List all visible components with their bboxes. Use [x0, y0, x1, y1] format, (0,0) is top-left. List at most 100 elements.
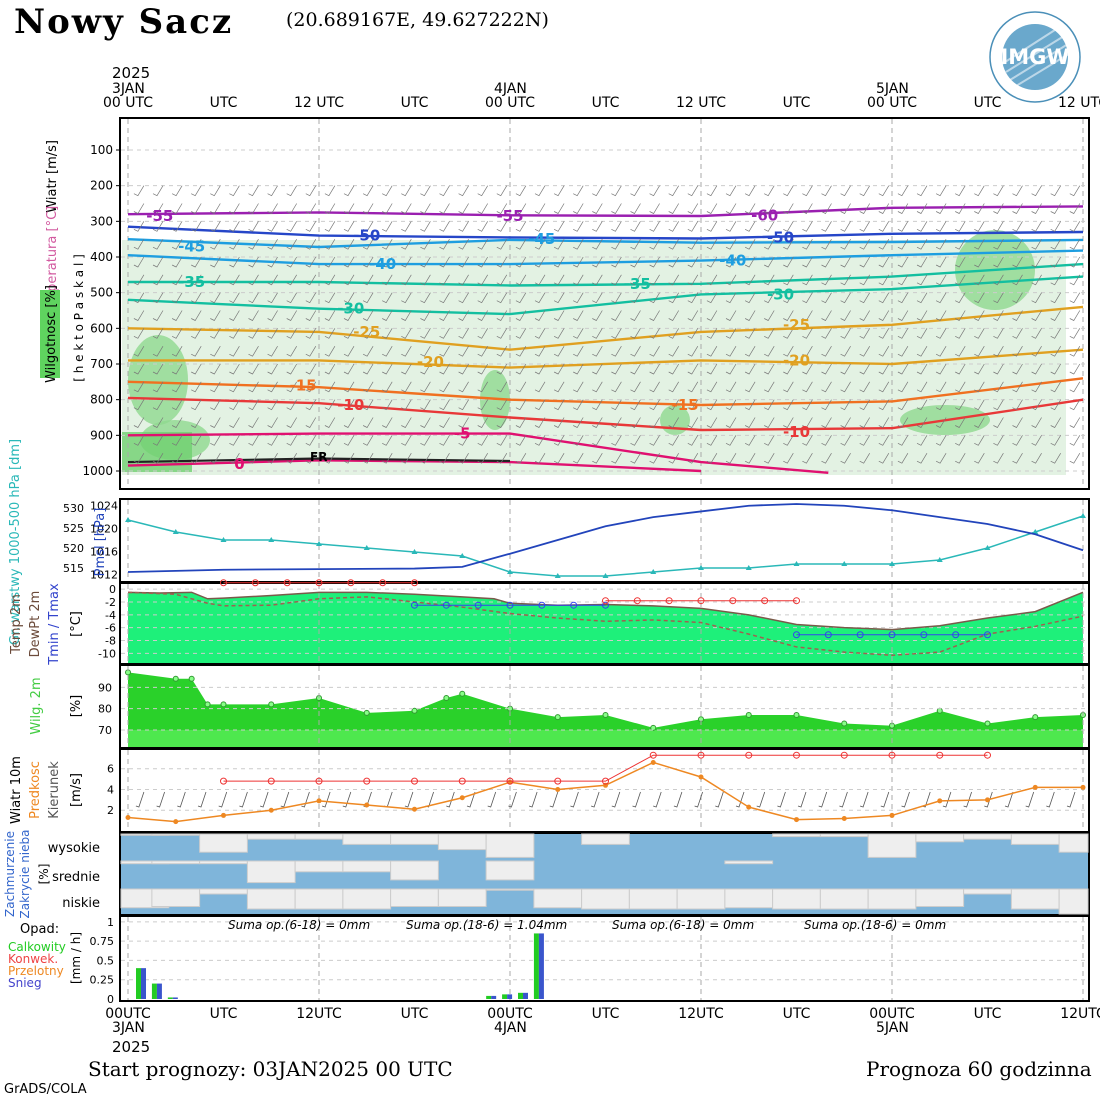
wind-barb [1050, 185, 1062, 197]
humidity-marker [554, 714, 561, 721]
wind-barb [229, 453, 240, 464]
wind-barb [668, 310, 680, 321]
temp-area [128, 592, 1083, 663]
wind-barb [1012, 346, 1023, 357]
wind-barb [764, 239, 775, 250]
top-tick-label: UTC [592, 95, 620, 111]
wind-barb [534, 346, 546, 357]
wind-barb [1050, 363, 1062, 375]
wind-speed-marker [985, 797, 990, 803]
wind-barb [1050, 310, 1062, 321]
wind-barb [267, 274, 278, 286]
wind-barb [1031, 310, 1042, 321]
cloud-clear-bar [1010, 833, 1060, 845]
isotherm-label: -10 [783, 423, 810, 441]
wind-barb [267, 417, 278, 428]
wind-barb [133, 435, 145, 446]
humidity-label-bg [40, 290, 60, 378]
wind-barb [305, 310, 317, 321]
wind-barb [1050, 381, 1062, 393]
wind-barb [840, 203, 851, 214]
temp-tick: -6 [105, 622, 116, 635]
wind-barb [515, 328, 527, 339]
wind-barb [821, 453, 832, 464]
wind-barb [324, 185, 336, 197]
wind-barb [611, 453, 622, 464]
wind-barb [706, 346, 718, 357]
wind-barb [840, 239, 851, 250]
wind-barb [725, 381, 737, 393]
wind-barb [1050, 221, 1062, 232]
thickness-marker [698, 565, 704, 570]
wind-panel: 6 4 2 Wiatr 10m Predkosc Kierunek [m/s] [9, 748, 1090, 833]
wind-barb [343, 328, 355, 339]
wind-barb [382, 417, 393, 428]
wind-barb [152, 292, 164, 304]
wind-barb [783, 453, 794, 464]
wind-barb [840, 381, 851, 393]
wind-barb [401, 453, 412, 464]
humidity-marker [204, 701, 211, 708]
pressure-tick: 900 [90, 428, 113, 442]
wind-barb [859, 453, 871, 464]
wind-barb [821, 256, 832, 268]
wind-barb [818, 791, 828, 808]
wind-barb [573, 274, 584, 286]
wind-max-marker [506, 777, 514, 785]
isotherm-labels: -55 -55 -60-50 -50-45 -45-40 -40-35 -35-30-30-… [146, 206, 810, 473]
wind-barb [955, 417, 966, 428]
wind-barb [649, 417, 660, 428]
wind-barb [783, 256, 794, 268]
wind-max-marker [697, 751, 705, 759]
wind-barb [267, 381, 278, 393]
wind-barb [1012, 185, 1023, 197]
wind-barb [897, 346, 909, 357]
wind-barb [630, 417, 641, 428]
wind-barb [1031, 203, 1042, 214]
wind-barb [840, 346, 851, 357]
wind-barb [152, 310, 164, 321]
wind-barb [668, 399, 680, 411]
wind-barb [935, 221, 947, 232]
wind-barb [324, 239, 336, 250]
temperature-panel: 0-2-4-6-8-10 Temp 2m DewPt 2m Tmin / Tma… [9, 579, 1090, 666]
wind-barb [783, 185, 794, 197]
wind-barb [878, 221, 890, 232]
wind-barb [687, 185, 699, 197]
cloud-clear-bar [246, 860, 296, 884]
cloud-clear-bar [342, 833, 392, 845]
wind-barb [725, 310, 737, 321]
wind-max-marker [936, 751, 944, 759]
wind-barb [267, 292, 278, 304]
wind-barb [1012, 310, 1023, 321]
wind-barb [152, 346, 164, 357]
wind-barb [458, 328, 469, 339]
wind-barb [515, 435, 527, 446]
tminmax-marker [411, 579, 418, 587]
wind-barb [477, 453, 489, 464]
wind-barb [687, 274, 699, 286]
humidity-marker [188, 675, 195, 682]
wind-barb [764, 185, 775, 197]
wind-barb [1012, 328, 1023, 339]
wind-barb [706, 292, 718, 304]
wind-barb [458, 417, 469, 428]
wind-barb [152, 399, 164, 411]
precip-total-bar [167, 997, 173, 999]
wind-barb [439, 203, 450, 214]
precip-title: Opad: [20, 922, 59, 937]
wind-barb [248, 185, 259, 197]
tminmax-marker [984, 631, 991, 639]
wind-barb [859, 292, 871, 304]
top-tick-label: UTC [783, 95, 811, 111]
wind-barb [420, 239, 431, 250]
wind-barb [573, 292, 584, 304]
wind-barb [974, 346, 985, 357]
wind-max-marker [220, 777, 227, 785]
wind-barb [1031, 381, 1042, 393]
wind-barb [1046, 791, 1055, 808]
wind-barb [286, 363, 298, 375]
wind-barb [133, 292, 145, 304]
wind-barb [859, 381, 871, 393]
wind-barb [382, 363, 393, 375]
